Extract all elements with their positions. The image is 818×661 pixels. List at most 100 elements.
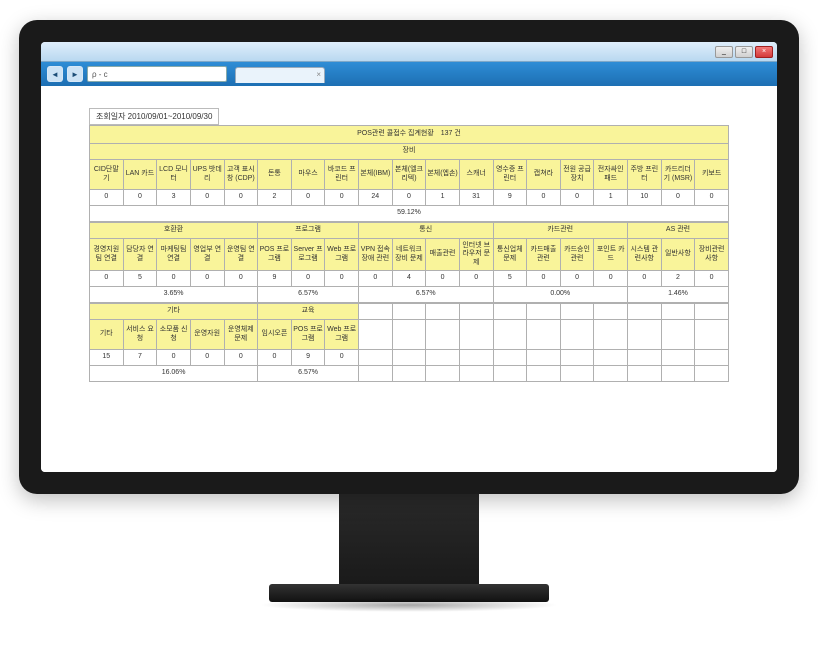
empty-cell [359,350,393,366]
report: 조회일자 2010/09/01~2010/09/30 POS관련 콜접수 집계현… [89,106,729,382]
value-cell: 0 [190,350,224,366]
group-header: 카드관련 [493,223,628,239]
col-header: 주방 프린터 [628,160,662,190]
col-header: 임시오픈 [258,320,292,350]
col-header: 장비관련사항 [695,239,729,271]
col-header: 마케팅팀 연결 [157,239,191,271]
percent-cell: 1.46% [628,287,729,303]
col-header: 운영체제 문제 [224,320,258,350]
empty-cell [661,366,695,382]
empty-cell [493,304,527,320]
value-cell: 0 [190,271,224,287]
col-header: 돈통 [258,160,292,190]
col-header: LCD 모니터 [157,160,191,190]
empty-cell [560,366,594,382]
col-header: 통신업체 문제 [493,239,527,271]
value-cell: 0 [695,190,729,206]
value-cell: 0 [560,271,594,287]
empty-cell [628,320,662,350]
empty-cell [459,366,493,382]
monitor-stand [339,494,479,584]
empty-cell [426,366,460,382]
col-header: Server 프로그램 [291,239,325,271]
empty-cell [493,320,527,350]
col-header: 마우스 [291,160,325,190]
group-header: AS 관련 [628,223,729,239]
tab-close-icon[interactable]: × [316,70,321,79]
col-header: 서비스 요청 [123,320,157,350]
col-header: 카드매출 관련 [527,239,561,271]
empty-cell [661,320,695,350]
value-cell: 24 [359,190,393,206]
empty-cell [695,350,729,366]
value-cell: 7 [123,350,157,366]
group-header: 프로그램 [258,223,359,239]
minimize-button[interactable]: _ [715,46,733,58]
value-cell: 4 [392,271,426,287]
empty-cell [392,320,426,350]
value-cell: 9 [291,350,325,366]
value-cell: 0 [90,271,124,287]
col-header: LAN 카드 [123,160,157,190]
value-cell: 0 [123,190,157,206]
tab-strip: × [235,65,771,83]
col-header: 포인트 카드 [594,239,628,271]
value-cell: 0 [459,271,493,287]
col-header: 기타 [90,320,124,350]
value-cell: 31 [459,190,493,206]
value-cell: 0 [291,271,325,287]
col-header: 키보드 [695,160,729,190]
maximize-button[interactable]: □ [735,46,753,58]
col-header: 전원 공급 장치 [560,160,594,190]
empty-cell [426,320,460,350]
empty-cell [527,320,561,350]
close-button[interactable]: × [755,46,773,58]
empty-cell [695,320,729,350]
col-header: 스캐너 [459,160,493,190]
value-cell: 0 [325,350,359,366]
value-cell: 0 [359,271,393,287]
col-header: 카드리더기 (MSR) [661,160,695,190]
col-header: 담당자 연결 [123,239,157,271]
value-cell: 0 [628,271,662,287]
value-cell: 0 [157,271,191,287]
value-cell: 9 [258,271,292,287]
col-header: 네트워크 장비 문제 [392,239,426,271]
empty-cell [594,320,628,350]
group-equipment: 장비 [90,144,729,160]
empty-cell [459,320,493,350]
col-header: 바코드 프린터 [325,160,359,190]
col-header: 인터넷 브라우저 문제 [459,239,493,271]
col-header: 일반사항 [661,239,695,271]
empty-cell [459,350,493,366]
col-header: CID단말기 [90,160,124,190]
value-cell: 0 [392,190,426,206]
empty-cell [661,350,695,366]
value-cell: 0 [527,271,561,287]
empty-cell [493,366,527,382]
address-bar: ◄ ► ρ - c × [41,62,777,86]
empty-cell [359,304,393,320]
empty-cell [628,350,662,366]
col-header: Web 프로그램 [325,320,359,350]
nav-back-button[interactable]: ◄ [47,66,63,82]
col-header: 본체(엡손) [426,160,460,190]
empty-cell [527,350,561,366]
address-input[interactable]: ρ - c [87,66,227,82]
empty-cell [493,350,527,366]
col-header: 카드승인 관련 [560,239,594,271]
col-header: 캡쳐라 [527,160,561,190]
empty-cell [695,304,729,320]
nav-fwd-button[interactable]: ► [67,66,83,82]
empty-cell [392,304,426,320]
col-header: POS 프로그램 [291,320,325,350]
percent-cell: 3.65% [90,287,258,303]
col-header: VPN 접속장애 관련 [359,239,393,271]
value-cell: 0 [325,271,359,287]
browser-tab[interactable]: × [235,67,325,83]
col-header: 경영지원팀 연결 [90,239,124,271]
col-header: 본체(엘크리텍) [392,160,426,190]
empty-cell [594,350,628,366]
report-title: POS관련 콜접수 집계현황 137 건 [90,126,729,144]
value-cell: 0 [527,190,561,206]
